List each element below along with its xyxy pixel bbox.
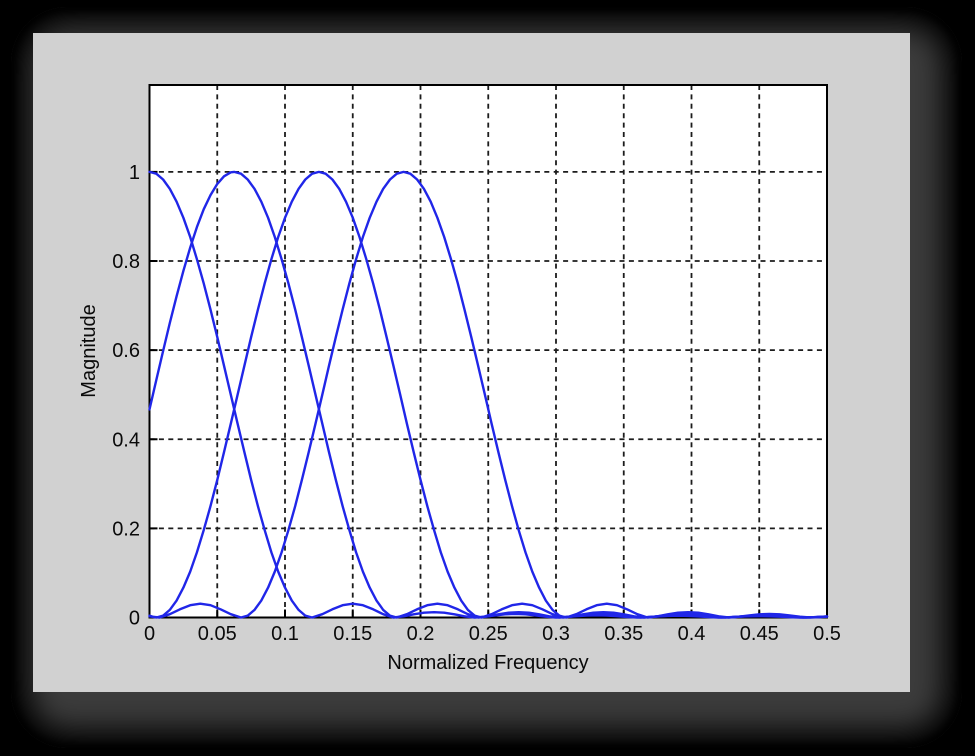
y-tick-label: 1 <box>129 162 140 184</box>
y-tick-label: 0.8 <box>112 251 140 273</box>
y-tick-label: 0 <box>129 608 140 630</box>
response-curve-2 <box>148 170 829 619</box>
magnitude-response-chart: 0 0.05 0.1 0.15 0.2 0.25 0.3 0.35 0.4 0.45 0.5 0 0.2… <box>78 84 841 674</box>
response-curve-3 <box>148 170 829 619</box>
x-tick-label: 0.25 <box>469 623 508 645</box>
y-tick-label: 0.4 <box>112 429 140 451</box>
x-tick-label: 0.35 <box>604 623 643 645</box>
x-tick-label: 0.1 <box>271 623 299 645</box>
x-tick-label: 0 <box>144 623 155 645</box>
chart-generated-layer: 0 0.05 0.1 0.15 0.2 0.25 0.3 0.35 0.4 0.45 0.5 0 0.2… <box>112 84 841 645</box>
x-tick-label: 0.2 <box>407 623 435 645</box>
x-tick-label: 0.5 <box>813 623 841 645</box>
y-tick-label: 0.2 <box>112 518 140 540</box>
x-tick-label: 0.3 <box>542 623 570 645</box>
figure-panel: 0 0.05 0.1 0.15 0.2 0.25 0.3 0.35 0.4 0.45 0.5 0 0.2… <box>33 33 910 692</box>
x-tick-label: 0.4 <box>678 623 706 645</box>
y-axis-title: Magnitude <box>78 304 100 397</box>
x-tick-label: 0.05 <box>198 623 237 645</box>
x-tick-label: 0.45 <box>740 623 779 645</box>
y-tick-label: 0.6 <box>112 340 140 362</box>
x-axis-title: Normalized Frequency <box>387 652 588 674</box>
x-tick-label: 0.15 <box>333 623 372 645</box>
response-curve-4 <box>148 170 829 619</box>
